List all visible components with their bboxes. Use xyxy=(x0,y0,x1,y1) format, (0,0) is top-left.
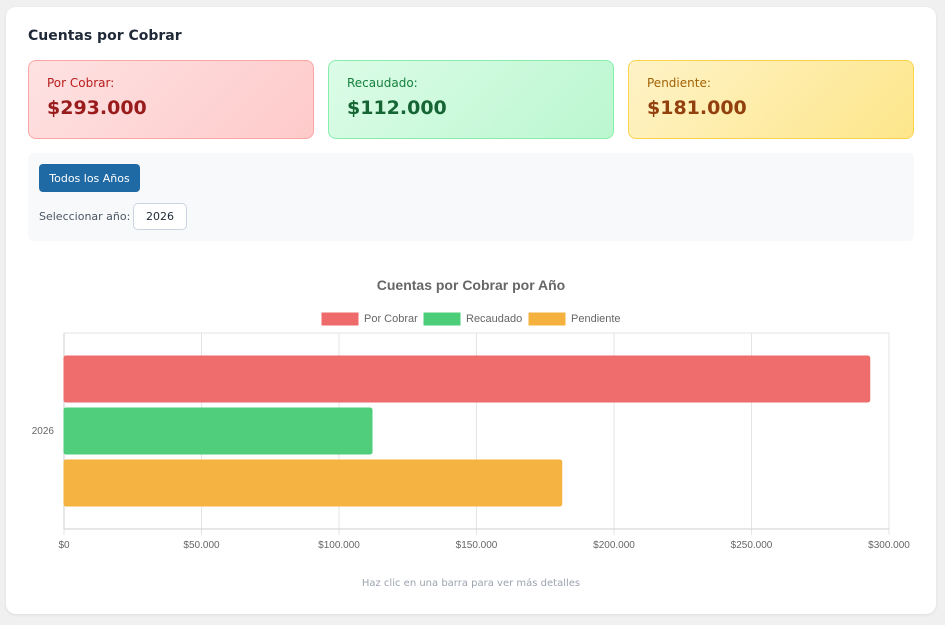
stat-value: $112.000 xyxy=(347,97,447,119)
stat-label: Pendiente: xyxy=(647,76,711,90)
stat-value: $293.000 xyxy=(47,97,147,119)
receivables-bar-chart: Cuentas por Cobrar por Año Por Cobrar Rec… xyxy=(32,277,911,551)
legend-swatch xyxy=(528,312,566,326)
stat-label: Recaudado: xyxy=(347,76,418,90)
x-tick-label: $150.000 xyxy=(456,540,498,551)
bar-pendiente xyxy=(63,459,563,507)
bar-recaudado xyxy=(63,407,373,455)
chart-bars xyxy=(63,355,871,507)
chart-legend: Por Cobrar Recaudado Pendiente xyxy=(321,312,621,326)
select-year-label: Seleccionar año: xyxy=(39,210,131,223)
stat-por-cobrar: Por Cobrar: $293.000 xyxy=(28,60,314,139)
x-tick-label: $300.000 xyxy=(868,540,910,551)
legend-label: Por Cobrar xyxy=(364,313,418,325)
year-filter-panel: Todos los Años Seleccionar año: 2026 xyxy=(28,153,914,241)
legend-label: Recaudado xyxy=(466,313,522,325)
stat-label: Por Cobrar: xyxy=(47,76,115,90)
x-tick-label: $100.000 xyxy=(318,540,360,551)
chart-title: Cuentas por Cobrar por Año xyxy=(377,277,566,293)
x-axis-ticks: $0 $50.000 $100.000 $150.000 $200.000 $250.00… xyxy=(58,540,910,551)
x-tick-label: $50.000 xyxy=(183,540,220,551)
page-title: Cuentas por Cobrar xyxy=(28,28,182,44)
x-tick-label: $250.000 xyxy=(731,540,773,551)
all-years-button[interactable]: Todos los Años xyxy=(39,164,140,192)
stat-pendiente: Pendiente: $181.000 xyxy=(628,60,914,139)
y-axis-ticks: 2026 xyxy=(32,426,55,437)
year-select[interactable]: 2026 xyxy=(133,203,187,230)
y-tick-label: 2026 xyxy=(32,426,55,437)
legend-swatch xyxy=(423,312,461,326)
bar-por-cobrar xyxy=(63,355,871,403)
legend-label: Pendiente xyxy=(571,313,621,325)
x-tick-label: $200.000 xyxy=(593,540,635,551)
legend-swatch xyxy=(321,312,359,326)
accounts-receivable-card: Cuentas por Cobrar Por Cobrar: $293.000 … xyxy=(6,7,936,614)
stat-recaudado: Recaudado: $112.000 xyxy=(328,60,614,139)
stat-value: $181.000 xyxy=(647,97,747,119)
chart-hint: Haz clic en una barra para ver más detal… xyxy=(361,578,581,589)
x-tick-label: $0 xyxy=(58,540,70,551)
